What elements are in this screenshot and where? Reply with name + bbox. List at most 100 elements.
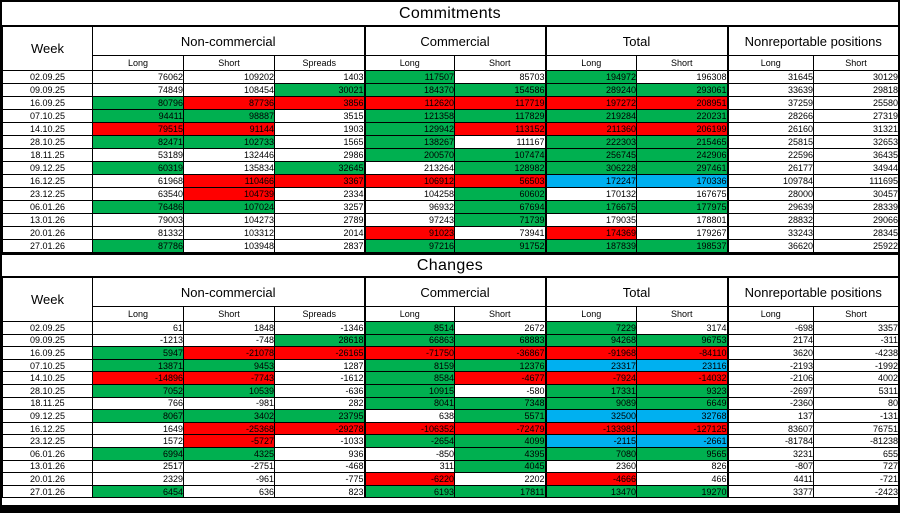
value-cell: 111167: [454, 135, 547, 149]
week-cell: 09.12.25: [2, 409, 93, 423]
value-cell: 3357: [813, 321, 898, 335]
table-row: 28.10.25 7052 10539 -636 10915 -580 17331 9323-…: [2, 383, 898, 398]
value-cell: 4099: [454, 434, 547, 448]
value-cell: 63540: [92, 187, 184, 201]
col-header-short: Short: [813, 55, 898, 71]
value-cell: 138267: [364, 135, 455, 149]
value-cell: 121358: [364, 109, 455, 123]
value-cell: -84110: [636, 346, 729, 360]
value-cell: 293061: [636, 83, 729, 97]
value-cell: 31321: [813, 122, 898, 136]
value-cell: 655: [813, 446, 898, 461]
value-cell: 7348: [454, 396, 547, 411]
value-cell: 200570: [364, 148, 455, 162]
value-cell: 17331: [545, 383, 637, 398]
value-cell: 73941: [454, 226, 547, 240]
value-cell: -72479: [454, 421, 547, 436]
value-cell: 87736: [183, 96, 275, 110]
value-cell: 154586: [454, 83, 547, 97]
value-cell: 91144: [183, 122, 275, 136]
table-row: 09.12.25 8067 3402 23795 638 5571 32500 32768 13…: [2, 409, 898, 423]
group-header-non-commercial: Non-commercial: [92, 277, 366, 307]
value-cell: 60319: [92, 161, 184, 175]
week-cell: 07.10.25: [2, 109, 93, 123]
value-cell: 4325: [183, 446, 275, 461]
value-cell: 2789: [274, 213, 366, 227]
value-cell: 22596: [727, 148, 814, 162]
value-cell: -71750: [364, 346, 455, 360]
value-cell: -5727: [183, 434, 275, 448]
value-cell: 4002: [813, 371, 898, 385]
value-cell: -1992: [813, 358, 898, 373]
week-cell: 27.01.26: [2, 484, 93, 499]
value-cell: 9565: [636, 446, 729, 461]
value-cell: 104258: [364, 187, 455, 201]
table-row: 27.01.26 6454 636 823 6193 17811 13470 19270 337…: [2, 484, 898, 499]
value-cell: 87786: [92, 239, 184, 253]
value-cell: 167675: [636, 187, 729, 201]
value-cell: 1572: [92, 434, 184, 448]
group-header-nonreportable-positions: Nonreportable positions: [727, 277, 898, 307]
week-cell: 28.10.25: [2, 135, 93, 149]
value-cell: 29818: [813, 83, 898, 97]
value-cell: 2517: [92, 459, 184, 474]
value-cell: 66863: [364, 333, 455, 348]
value-cell: -2751: [183, 459, 275, 474]
value-cell: 32653: [813, 135, 898, 149]
value-cell: 208951: [636, 96, 729, 110]
value-cell: 6454: [92, 484, 184, 499]
week-cell: 28.10.25: [2, 383, 93, 398]
value-cell: 2329: [92, 472, 184, 486]
col-header-long: Long: [92, 306, 184, 322]
value-cell: 8514: [364, 321, 455, 335]
value-cell: 98887: [183, 109, 275, 123]
value-cell: 2986: [274, 148, 366, 162]
value-cell: 2360: [545, 459, 637, 474]
week-cell: 27.01.26: [2, 239, 93, 253]
table-row: 09.09.25 -1213 -748 28618 66863 68883 94268 967…: [2, 333, 898, 348]
value-cell: 2202: [454, 472, 547, 486]
group-header-non-commercial: Non-commercial: [92, 26, 366, 56]
value-cell: 727: [813, 459, 898, 474]
value-cell: 117507: [364, 70, 455, 84]
value-cell: 28618: [274, 333, 366, 348]
col-header-short: Short: [454, 306, 547, 322]
week-cell: 16.09.25: [2, 96, 93, 110]
value-cell: 82471: [92, 135, 184, 149]
table-row: 13.01.26 79003 104273 2789 97243 71739 179035 1…: [2, 213, 898, 227]
value-cell: -36867: [454, 346, 547, 360]
value-cell: 179267: [636, 226, 729, 240]
table-row: 20.01.26 2329 -961 -775 -6220 2202 -4666 466 441…: [2, 472, 898, 486]
value-cell: 2837: [274, 239, 366, 253]
week-cell: 07.10.25: [2, 358, 93, 373]
value-cell: 766: [92, 396, 184, 411]
value-cell: 108454: [183, 83, 275, 97]
value-cell: -7743: [183, 371, 275, 385]
table-row: 20.01.26 81332 103312 2014 91023 73941 174369 1…: [2, 226, 898, 240]
value-cell: 76751: [813, 421, 898, 436]
value-cell: 34944: [813, 161, 898, 175]
value-cell: 103312: [183, 226, 275, 240]
col-header-short: Short: [183, 55, 275, 71]
table-row: 27.01.26 87786 103948 2837 97216 91752 187839 1…: [2, 239, 898, 253]
value-cell: -2697: [727, 383, 814, 398]
value-cell: 25580: [813, 96, 898, 110]
value-cell: 76486: [92, 200, 184, 214]
week-cell: 16.12.25: [2, 174, 93, 188]
value-cell: 222303: [545, 135, 637, 149]
value-cell: -1033: [274, 434, 366, 448]
col-header-long: Long: [364, 55, 455, 71]
group-header-commercial: Commercial: [364, 277, 547, 307]
value-cell: -14032: [636, 371, 729, 385]
value-cell: 96932: [364, 200, 455, 214]
value-cell: 103948: [183, 239, 275, 253]
value-cell: 117719: [454, 96, 547, 110]
value-cell: 28266: [727, 109, 814, 123]
value-cell: 53189: [92, 148, 184, 162]
value-cell: 8159: [364, 358, 455, 373]
value-cell: 60602: [454, 187, 547, 201]
value-cell: 80796: [92, 96, 184, 110]
value-cell: -2661: [636, 434, 729, 448]
value-cell: 220231: [636, 109, 729, 123]
